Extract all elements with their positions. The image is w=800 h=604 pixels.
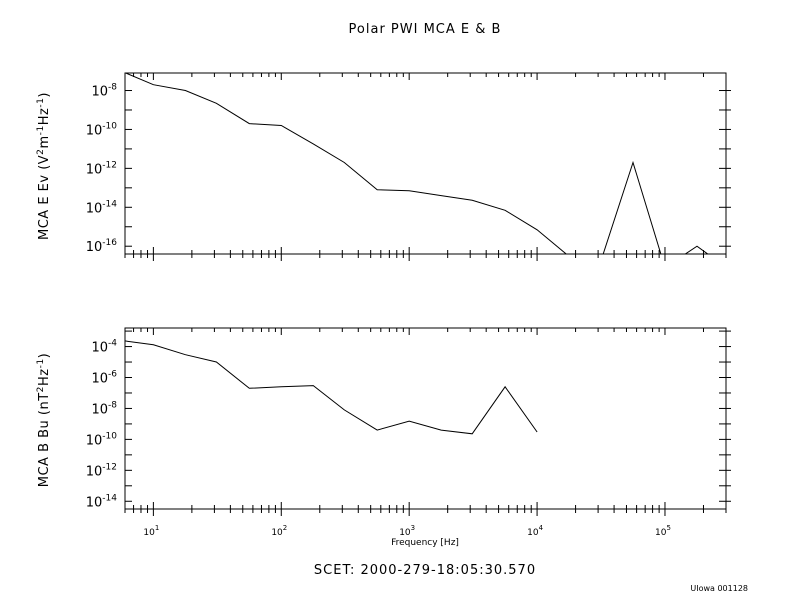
tick-exponent: -12 [102, 462, 117, 472]
top-ylabel-text: MCA E Ev [37, 174, 53, 240]
bottom-y-tick-label: 10-14 [86, 493, 118, 510]
tick-base: 10 [91, 341, 108, 356]
top-series-line [125, 73, 709, 254]
tick-base: 10 [143, 528, 155, 538]
tick-base: 10 [271, 528, 283, 538]
x-tick-label: 103 [399, 524, 415, 538]
x-tick-label: 101 [143, 524, 159, 538]
tick-exponent: -4 [108, 339, 117, 349]
tick-exponent: -6 [108, 370, 117, 380]
tick-exponent: -8 [108, 400, 117, 410]
scet-timestamp: SCET: 2000-279-18:05:30.570 [313, 563, 537, 578]
top-y-tick-label: 10-8 [91, 83, 117, 100]
chart-title: Polar PWI MCA E & B [348, 22, 502, 37]
tick-base: 10 [86, 495, 103, 510]
tick-base: 10 [86, 123, 103, 138]
tick-exponent: -12 [102, 160, 117, 170]
tick-base: 10 [86, 433, 103, 448]
tick-base: 10 [86, 240, 103, 255]
tick-exponent: -14 [102, 493, 117, 503]
tick-base: 10 [91, 85, 108, 100]
x-tick-label: 102 [271, 524, 287, 538]
bottom-axes-frame [124, 327, 727, 510]
top-y-tick-label: 10-14 [86, 199, 118, 216]
tick-exponent: -10 [102, 431, 117, 441]
credit-label: UIowa 001128 [690, 584, 748, 593]
tick-exponent: -10 [102, 121, 117, 131]
tick-exponent: 3 [411, 524, 415, 532]
top-y-tick-label: 10-12 [86, 160, 117, 177]
tick-base: 10 [655, 528, 667, 538]
bottom-series-line [125, 340, 538, 435]
tick-base: 10 [399, 528, 411, 538]
bottom-panel-ylabel: MCA B Bu (nT2Hz-1) [35, 352, 53, 488]
bottom-y-tick-label: 10-6 [91, 370, 117, 387]
top-panel-ylabel: MCA E Ev (V2m-1Hz-1) [35, 92, 53, 240]
top-axes-frame [124, 72, 727, 255]
x-axis-label: Frequency [Hz] [391, 538, 459, 548]
tick-base: 10 [86, 162, 103, 177]
tick-exponent: -8 [108, 83, 117, 93]
bottom-y-tick-label: 10-4 [91, 339, 117, 356]
tick-exponent: -14 [102, 199, 117, 209]
bottom-y-tick-label: 10-8 [91, 400, 117, 417]
tick-exponent: 5 [666, 524, 670, 532]
x-tick-label: 105 [655, 524, 671, 538]
tick-base: 10 [91, 402, 108, 417]
tick-exponent: 1 [155, 524, 159, 532]
top-y-tick-label: 10-16 [86, 238, 118, 255]
top-y-tick-label: 10-10 [86, 121, 118, 138]
bottom-y-tick-label: 10-12 [86, 462, 117, 479]
tick-exponent: -16 [102, 238, 117, 248]
tick-exponent: 2 [283, 524, 287, 532]
tick-base: 10 [91, 372, 108, 387]
tick-base: 10 [86, 201, 103, 216]
x-tick-label: 104 [527, 524, 543, 538]
tick-base: 10 [527, 528, 539, 538]
bottom-y-tick-label: 10-10 [86, 431, 118, 448]
tick-exponent: 4 [539, 524, 544, 532]
tick-base: 10 [86, 464, 103, 479]
bottom-ylabel-text: MCA B Bu [37, 419, 53, 488]
